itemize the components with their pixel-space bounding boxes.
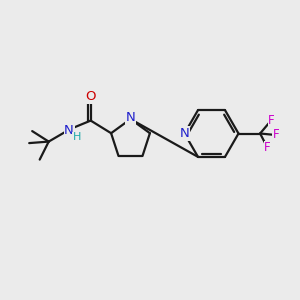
Text: F: F: [272, 128, 279, 142]
Text: O: O: [85, 90, 96, 103]
Text: N: N: [180, 127, 189, 140]
Text: F: F: [264, 141, 271, 154]
Text: F: F: [268, 113, 275, 127]
Text: N: N: [126, 111, 135, 124]
Text: H: H: [73, 132, 81, 142]
Text: N: N: [64, 124, 74, 137]
